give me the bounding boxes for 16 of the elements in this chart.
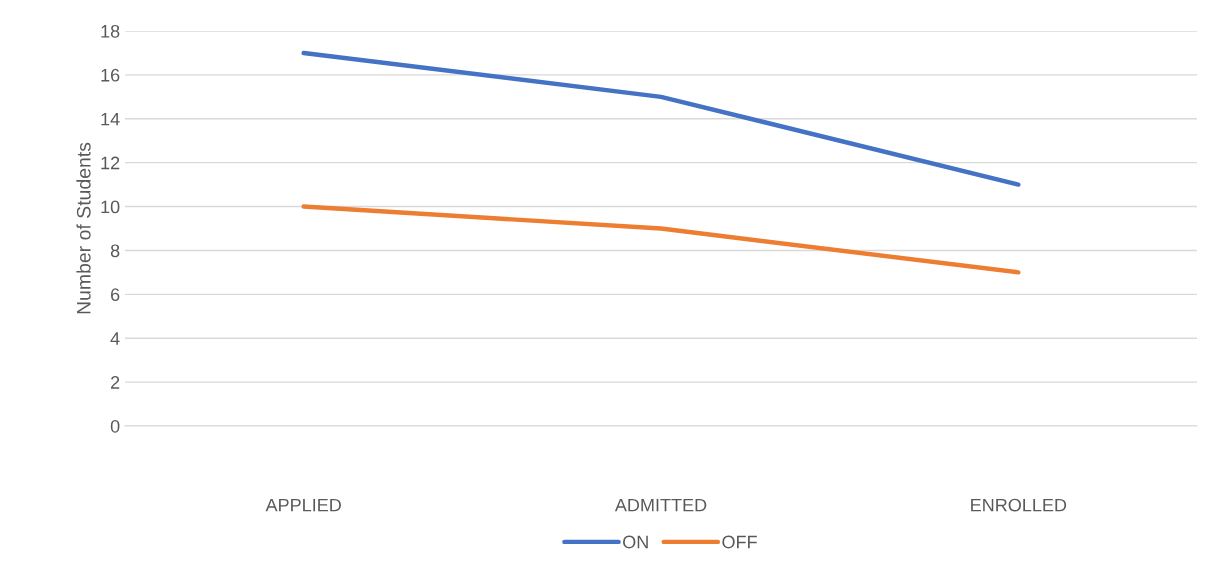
legend-label: ON (623, 535, 648, 549)
y-tick-label: 8 (110, 244, 120, 258)
y-tick-label: 12 (101, 156, 120, 170)
y-tick-label: 4 (110, 332, 120, 345)
x-tick-label: ENROLLED (971, 498, 1067, 512)
y-tick-label: 0 (110, 419, 120, 433)
y-tick-label: 2 (111, 376, 120, 389)
y-tick-label: 6 (111, 288, 120, 302)
x-tick-label: APPLIED (265, 498, 341, 512)
y-tick-label: 16 (101, 68, 120, 82)
y-axis-title: Number of Students (76, 142, 91, 314)
x-tick-label: ADMITTED (614, 498, 707, 512)
y-tick-label: 10 (101, 200, 120, 214)
legend-label: OFF (722, 535, 757, 549)
y-tick-label: 18 (101, 24, 120, 38)
y-tick-label: 14 (101, 112, 120, 126)
